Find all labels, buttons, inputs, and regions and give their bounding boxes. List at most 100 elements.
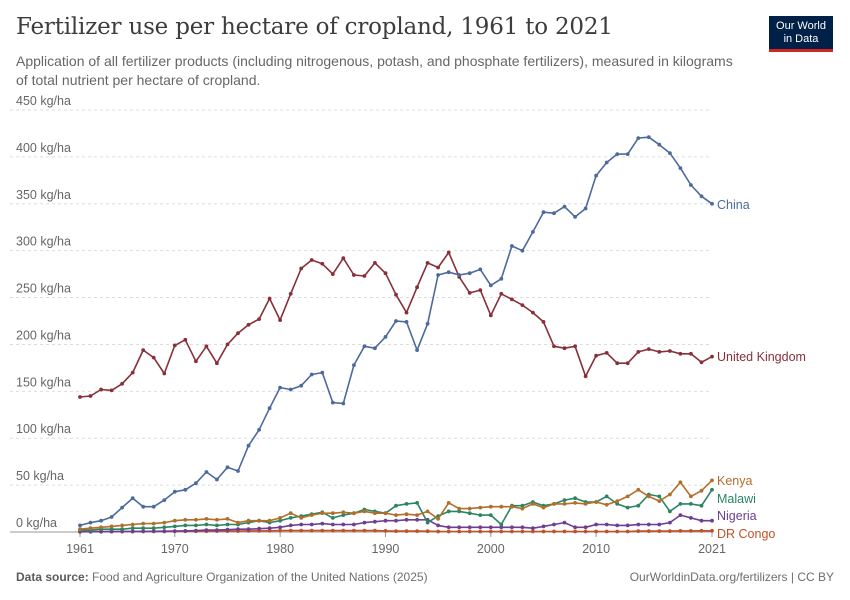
data-point-kenya [436, 517, 440, 521]
data-point-nigeria [699, 518, 704, 523]
data-point-china [362, 344, 367, 349]
data-point-nigeria [678, 513, 683, 517]
data-point-malawi [604, 494, 609, 499]
data-point-dr-congo [668, 529, 672, 533]
data-point-united-kingdom [562, 346, 567, 351]
data-point-malawi [341, 513, 346, 517]
data-point-china [531, 230, 535, 234]
data-point-united-kingdom [162, 371, 167, 376]
data-point-china [689, 183, 693, 187]
data-point-united-kingdom [299, 266, 304, 271]
data-point-china [488, 283, 493, 288]
data-point-dr-congo [383, 529, 388, 533]
data-point-malawi [478, 513, 483, 517]
data-point-united-kingdom [446, 250, 451, 255]
data-point-kenya [267, 518, 272, 523]
data-point-dr-congo [573, 529, 577, 534]
data-point-dr-congo [330, 528, 335, 533]
data-point-china [225, 465, 230, 470]
data-point-united-kingdom [383, 271, 388, 276]
data-point-kenya [362, 509, 367, 514]
data-point-china [88, 520, 93, 525]
chart-title: Fertilizer use per hectare of cropland, … [16, 14, 613, 40]
data-point-united-kingdom [436, 265, 440, 270]
data-point-united-kingdom [689, 351, 693, 356]
owid-logo[interactable]: Our World in Data [769, 16, 833, 52]
data-point-nigeria [520, 525, 525, 530]
y-tick-label: 250 kg/ha [16, 282, 71, 296]
data-point-nigeria [383, 518, 388, 523]
logo-line2: in Data [783, 32, 819, 45]
data-point-nigeria [646, 522, 651, 527]
series-line-china [79, 136, 713, 527]
data-point-kenya [646, 494, 651, 499]
data-point-united-kingdom [204, 344, 209, 349]
data-point-nigeria [657, 522, 662, 527]
data-point-malawi [215, 523, 219, 528]
data-point-nigeria [299, 522, 304, 527]
data-point-united-kingdom [320, 261, 325, 266]
data-point-kenya [109, 524, 114, 529]
data-point-kenya [373, 511, 377, 516]
data-point-nigeria [583, 525, 588, 530]
data-point-united-kingdom [257, 317, 261, 321]
data-point-china [373, 346, 377, 351]
data-point-malawi [404, 502, 409, 506]
data-point-united-kingdom [352, 273, 356, 277]
data-point-nigeria [172, 529, 177, 533]
data-point-kenya [699, 488, 704, 493]
data-point-nigeria [446, 525, 451, 530]
data-point-dr-congo [541, 529, 546, 534]
data-source-note: Data source: Food and Agriculture Organi… [16, 570, 428, 584]
data-point-china [130, 496, 135, 501]
data-point-united-kingdom [646, 347, 651, 351]
data-point-dr-congo [552, 529, 556, 534]
data-point-nigeria [488, 525, 493, 530]
data-point-malawi [573, 496, 577, 501]
data-point-dr-congo [488, 529, 493, 534]
data-point-malawi [678, 502, 683, 506]
data-point-united-kingdom [172, 343, 177, 348]
data-point-china [288, 387, 293, 392]
data-point-kenya [520, 506, 525, 511]
data-point-nigeria [615, 523, 620, 528]
data-point-china [425, 321, 430, 326]
data-point-united-kingdom [583, 374, 588, 379]
data-point-kenya [604, 502, 609, 507]
data-point-dr-congo [404, 529, 409, 533]
data-point-nigeria [225, 527, 230, 532]
data-point-united-kingdom [604, 351, 609, 355]
data-point-nigeria [467, 525, 472, 530]
data-point-malawi [710, 487, 714, 492]
data-point-dr-congo [320, 528, 325, 533]
data-point-malawi [562, 498, 567, 502]
data-point-kenya [425, 509, 430, 514]
data-point-united-kingdom [99, 387, 103, 392]
data-point-kenya [330, 511, 335, 516]
data-source-text: Food and Agriculture Organization of the… [92, 570, 428, 584]
data-point-kenya [583, 502, 588, 506]
data-point-united-kingdom [141, 348, 146, 352]
data-point-china [341, 401, 346, 406]
data-point-united-kingdom [362, 274, 367, 278]
data-point-dr-congo [415, 529, 419, 533]
data-point-united-kingdom [278, 318, 282, 322]
footer-link[interactable]: OurWorldinData.org/fertilizers | CC BY [629, 570, 834, 584]
series-label-dr-congo: DR Congo [717, 527, 775, 541]
data-point-china [668, 151, 672, 156]
data-point-china [394, 319, 398, 323]
data-point-kenya [678, 480, 683, 485]
data-point-dr-congo [457, 529, 462, 534]
data-point-china [510, 244, 514, 248]
data-point-nigeria [404, 517, 409, 522]
data-point-kenya [573, 501, 577, 505]
data-point-dr-congo [267, 528, 272, 533]
data-point-united-kingdom [678, 351, 683, 356]
data-point-kenya [151, 521, 156, 526]
data-point-united-kingdom [194, 359, 198, 364]
data-point-nigeria [625, 523, 630, 528]
data-point-nigeria [562, 520, 567, 525]
data-point-united-kingdom [330, 272, 335, 276]
data-point-kenya [552, 502, 556, 506]
